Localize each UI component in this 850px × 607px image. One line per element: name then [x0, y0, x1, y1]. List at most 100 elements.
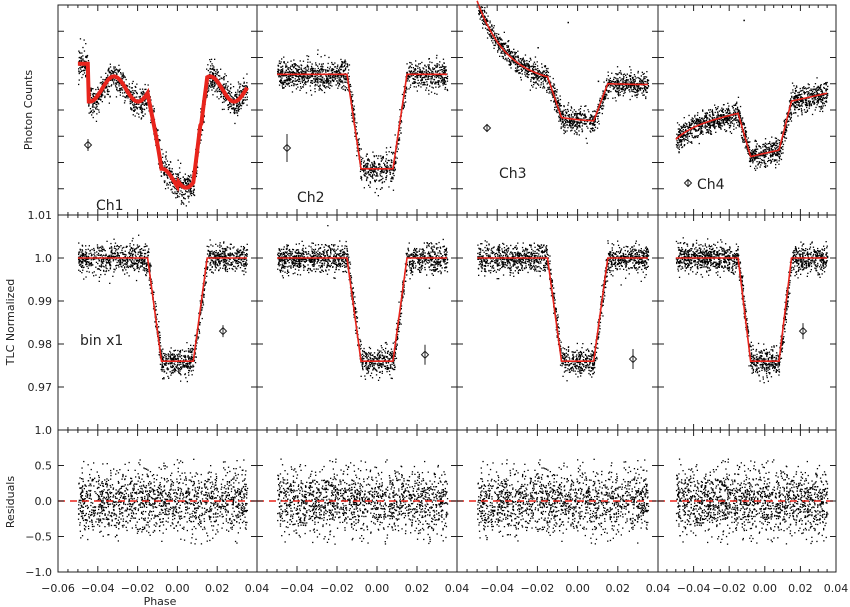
data-point: [427, 78, 429, 80]
data-point: [525, 63, 527, 65]
data-point: [230, 105, 232, 108]
data-point: [630, 75, 632, 77]
data-point: [529, 57, 532, 60]
data-point: [640, 78, 642, 81]
data-point: [321, 69, 323, 71]
data-point: [215, 75, 217, 78]
data-point: [408, 70, 410, 72]
data-point: [353, 109, 355, 111]
data-point: [242, 99, 244, 101]
data-point: [510, 60, 513, 62]
data-point: [80, 66, 82, 68]
data-point: [583, 122, 586, 125]
data-point: [298, 78, 301, 81]
data-point: [561, 113, 564, 115]
data-point: [762, 146, 764, 148]
data-point: [619, 76, 621, 79]
data-point: [78, 72, 80, 75]
data-point: [640, 82, 642, 84]
data-point: [346, 89, 349, 91]
data-point: [591, 122, 594, 125]
data-point: [115, 82, 117, 84]
data-point: [593, 121, 595, 123]
data-point: [230, 92, 233, 94]
data-point: [219, 75, 221, 77]
data-point: [558, 107, 560, 109]
data-point: [415, 86, 417, 88]
data-point: [545, 68, 548, 70]
data-point: [141, 109, 143, 112]
data-point: [238, 105, 241, 107]
data-point: [777, 153, 779, 156]
data-point: [323, 81, 325, 83]
data-point: [235, 93, 237, 96]
data-point: [164, 162, 166, 164]
data-point: [116, 87, 118, 89]
data-point: [508, 48, 510, 50]
data-point: [617, 81, 619, 83]
data-point: [749, 165, 752, 167]
data-point: [577, 125, 580, 127]
data-point: [527, 63, 529, 65]
data-point: [570, 125, 572, 127]
data-point: [325, 75, 327, 77]
data-point: [424, 71, 426, 73]
data-point: [493, 37, 495, 39]
data-point: [380, 172, 382, 174]
data-point: [493, 40, 495, 42]
data-point: [398, 138, 400, 141]
data-point: [632, 76, 634, 79]
data-point: [428, 75, 430, 77]
data-point: [517, 56, 519, 58]
data-point: [343, 75, 345, 78]
data-point: [193, 189, 195, 191]
data-point: [291, 71, 293, 73]
data-point: [497, 46, 500, 48]
data-point: [784, 122, 786, 124]
data-point: [284, 79, 287, 81]
data-point: [241, 90, 243, 93]
data-point: [636, 86, 638, 88]
data-point: [564, 123, 566, 125]
data-point: [341, 62, 344, 64]
data-point: [118, 85, 120, 87]
data-point: [807, 91, 809, 93]
data-point: [379, 188, 382, 190]
data-point: [645, 76, 648, 78]
data-point: [592, 110, 594, 113]
data-point: [415, 64, 417, 66]
data-point: [322, 66, 324, 68]
data-point: [346, 79, 348, 81]
data-point: [640, 80, 643, 82]
data-point: [372, 177, 374, 179]
data-point: [441, 76, 443, 78]
data-point: [209, 73, 211, 75]
data-point: [637, 90, 639, 92]
data-point: [573, 125, 575, 127]
data-point: [493, 47, 495, 49]
data-point: [731, 105, 733, 107]
data-point: [299, 60, 301, 62]
data-point: [643, 94, 645, 96]
data-point: [432, 67, 434, 69]
data-point: [527, 65, 529, 68]
data-point: [646, 82, 649, 84]
data-point: [184, 193, 186, 195]
data-point: [218, 98, 220, 100]
data-point: [79, 67, 81, 69]
data-point: [141, 88, 144, 90]
data-point: [319, 69, 321, 71]
data-point: [119, 94, 121, 96]
data-point: [177, 159, 179, 161]
data-point: [694, 116, 696, 118]
data-point: [527, 76, 529, 79]
data-point: [92, 112, 94, 114]
data-point: [574, 130, 576, 132]
data-point: [336, 75, 338, 77]
data-point: [331, 68, 333, 70]
data-point: [227, 89, 229, 91]
data-point: [200, 139, 202, 141]
data-point: [318, 87, 321, 89]
data-point: [131, 93, 133, 96]
data-point: [412, 67, 414, 69]
